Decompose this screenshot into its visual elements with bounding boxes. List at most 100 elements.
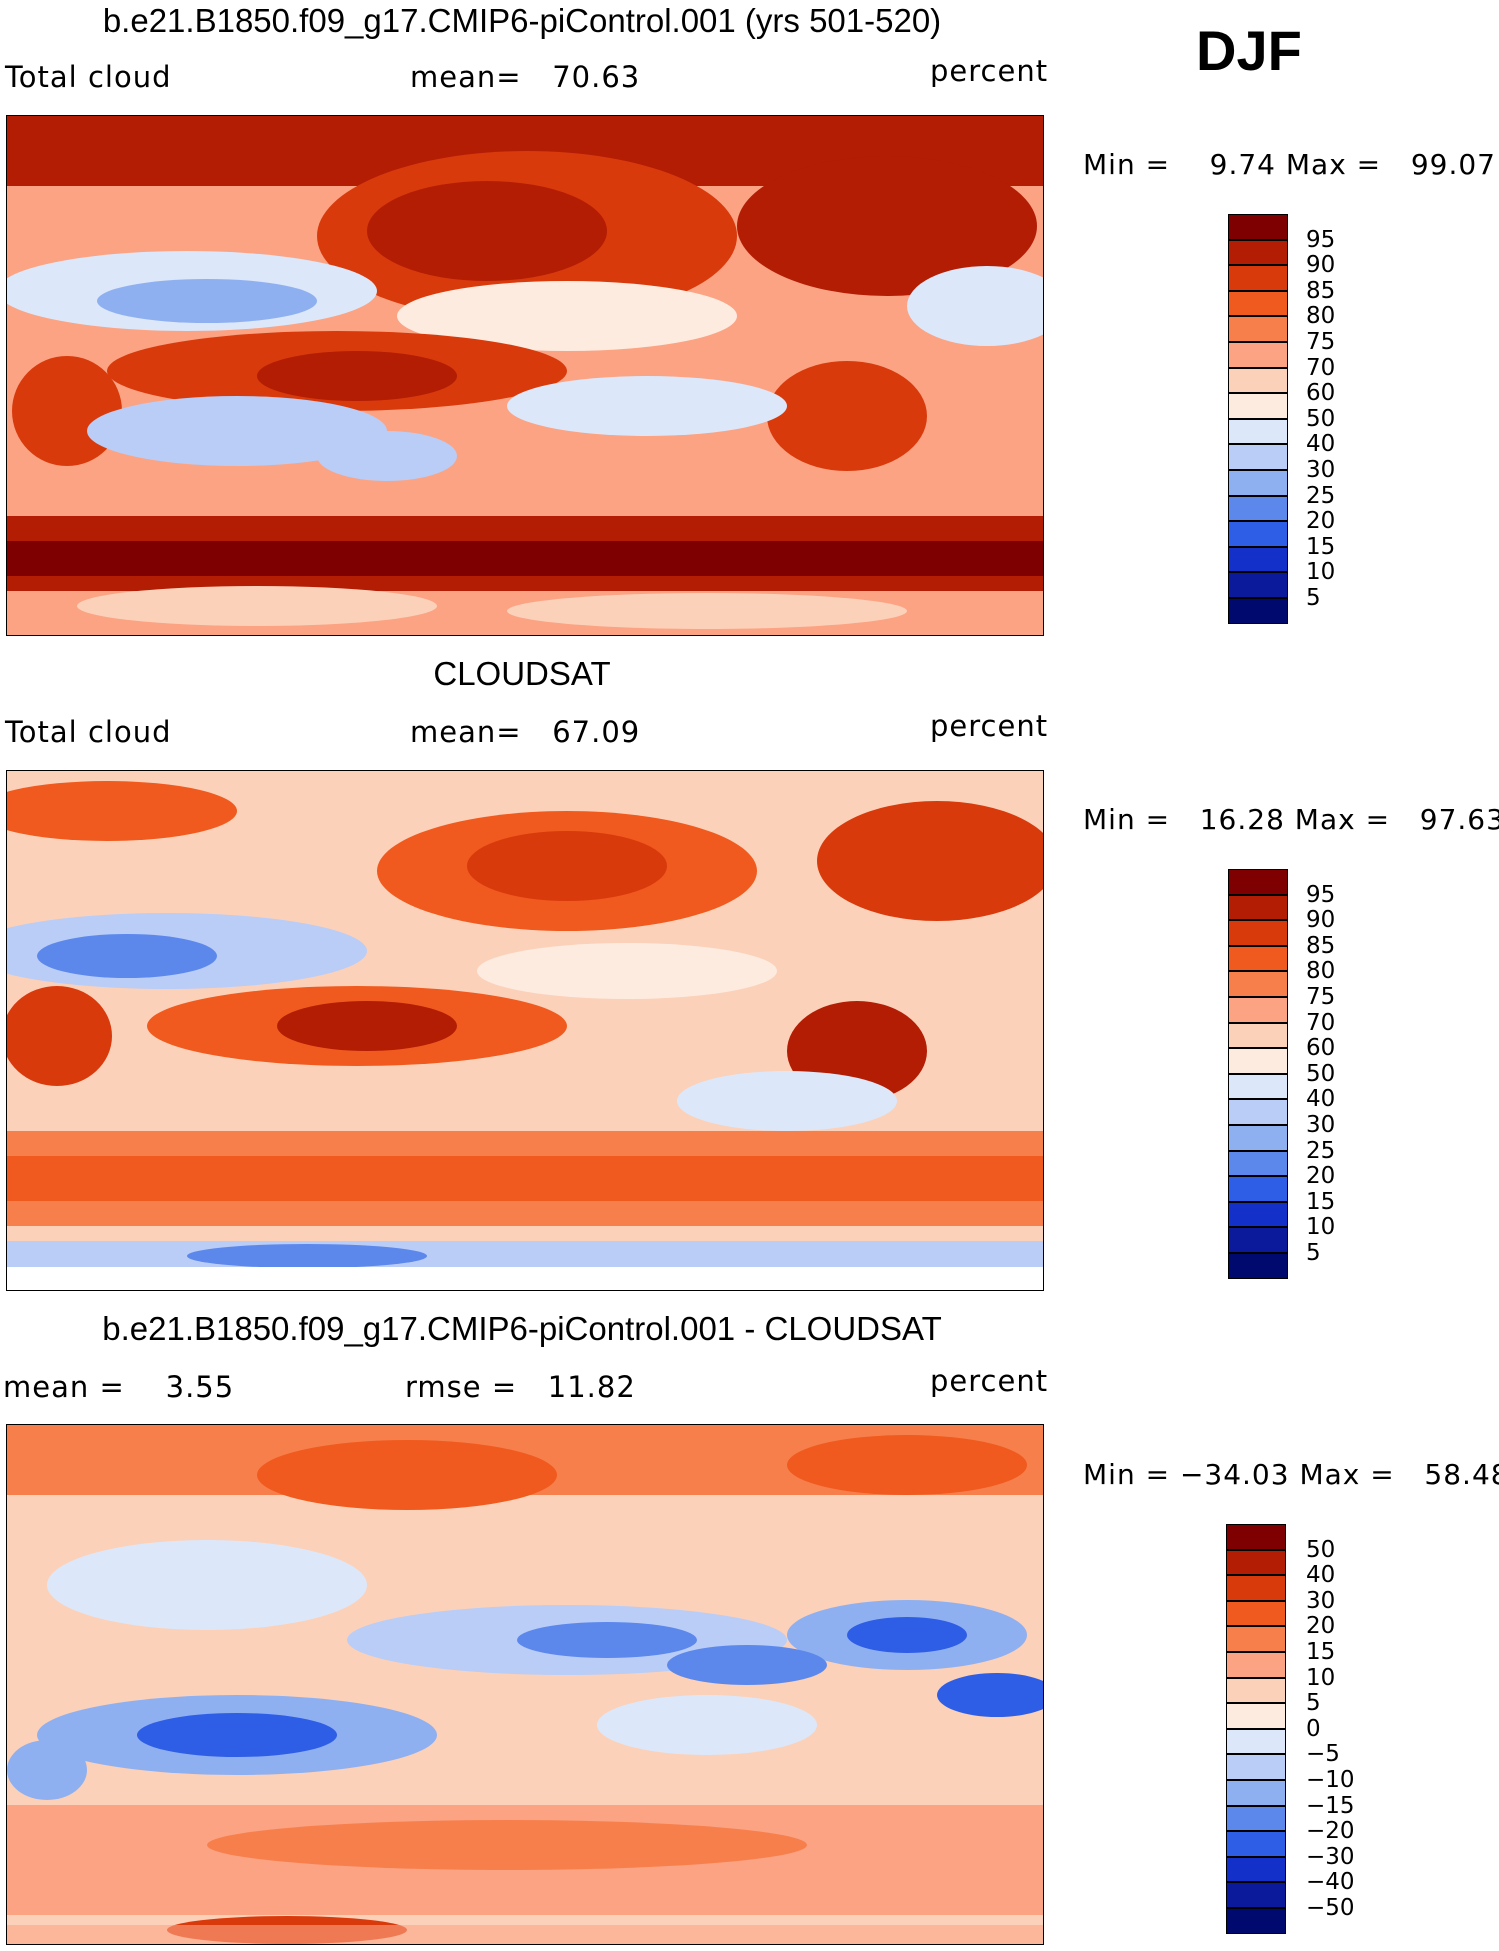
colorbar-swatch [1228, 546, 1288, 573]
colorbar-swatch [1226, 1626, 1286, 1652]
colorbar-tick-label: 85 [1306, 277, 1336, 304]
panel-2-mean-label: mean= 67.09 [410, 715, 641, 749]
colorbar-tick-label: 0 [1306, 1715, 1321, 1742]
colorbar-tick-label: 30 [1306, 457, 1336, 483]
colorbar-swatch [1226, 1780, 1286, 1806]
season-label: DJF [1196, 19, 1302, 82]
colorbar-swatch [1228, 214, 1288, 240]
panel-3-min-max: Min = −34.03 Max = 58.48 [1083, 1458, 1499, 1491]
colorbar-swatch [1228, 1227, 1288, 1253]
colorbar-tick-label: −20 [1306, 1818, 1355, 1845]
colorbar-tick-label: 30 [1306, 1112, 1336, 1138]
colorbar-tick-label: 5 [1306, 1690, 1321, 1717]
colorbar-tick-label: 40 [1306, 431, 1336, 458]
colorbar-tick-label: 80 [1306, 958, 1336, 985]
colorbar-swatch [1228, 470, 1288, 496]
colorbar-tick-label: 85 [1306, 932, 1336, 959]
colorbar-swatch [1228, 894, 1288, 921]
panel-1-map [6, 115, 1044, 636]
colorbar-swatch [1228, 1022, 1288, 1049]
colorbar-tick-label: 70 [1306, 1009, 1336, 1036]
colorbar-tick-label: 95 [1306, 881, 1336, 908]
panel-3-title: b.e21.B1850.f09_g17.CMIP6-piControl.001 … [102, 1310, 942, 1347]
colorbar-swatch [1228, 418, 1288, 445]
colorbar-swatch [1228, 1048, 1288, 1074]
colorbar-tick-label: 80 [1306, 303, 1336, 330]
panel-2-units: percent [930, 709, 1049, 743]
colorbar-swatch [1228, 495, 1288, 522]
colorbar-tick-label: 50 [1306, 405, 1336, 432]
colorbar-swatch [1228, 316, 1288, 342]
colorbar-swatch [1228, 1073, 1288, 1100]
colorbar-swatch [1228, 945, 1288, 972]
colorbar-swatch [1226, 1856, 1286, 1883]
colorbar-tick-label: −50 [1306, 1895, 1355, 1921]
colorbar-tick-label: 60 [1306, 380, 1336, 407]
colorbar-tick-label: 20 [1306, 508, 1336, 535]
panel-1-title: b.e21.B1850.f09_g17.CMIP6-piControl.001 … [102, 2, 942, 39]
colorbar-swatch [1226, 1908, 1286, 1934]
panel-2-map [6, 770, 1044, 1291]
colorbar-tick-label: −15 [1306, 1792, 1355, 1819]
panel-3-mean-label: mean = 3.55 [3, 1370, 235, 1404]
colorbar-swatch [1228, 997, 1288, 1023]
colorbar-tick-label: 50 [1306, 1060, 1336, 1087]
panel-1-map-svg [7, 116, 1043, 635]
panel-3-units: percent [930, 1364, 1049, 1398]
colorbar-tick-label: −5 [1306, 1741, 1340, 1768]
colorbar-swatch [1228, 572, 1288, 598]
colorbar-tick-label: 30 [1306, 1587, 1336, 1614]
colorbar-tick-label: −10 [1306, 1767, 1355, 1793]
colorbar-swatch [1228, 1125, 1288, 1151]
colorbar-tick-label: 75 [1306, 329, 1336, 355]
colorbar-tick-label: 60 [1306, 1035, 1336, 1062]
colorbar-swatch [1228, 239, 1288, 266]
colorbar-swatch [1226, 1728, 1286, 1755]
colorbar-tick-label: 25 [1306, 1137, 1336, 1164]
colorbar-tick-label: 50 [1306, 1536, 1336, 1563]
colorbar-swatch [1226, 1575, 1286, 1601]
colorbar-swatch [1228, 920, 1288, 946]
colorbar-tick-label: 20 [1306, 1163, 1336, 1190]
colorbar-swatch [1226, 1703, 1286, 1729]
panel-2-title: CLOUDSAT [433, 655, 611, 692]
colorbar-swatch [1228, 444, 1288, 470]
colorbar-swatch [1228, 393, 1288, 419]
panel-1-mean-label: mean= 70.63 [410, 60, 641, 94]
colorbar-tick-label: 10 [1306, 1214, 1336, 1241]
colorbar-tick-label: 10 [1306, 1664, 1336, 1691]
colorbar-swatch [1228, 1099, 1288, 1125]
colorbar-swatch [1226, 1600, 1286, 1627]
colorbar-swatch [1228, 290, 1288, 317]
panel-2-left-label: Total cloud [5, 715, 172, 749]
colorbar-swatch [1226, 1805, 1286, 1832]
colorbar-tick-label: 75 [1306, 984, 1336, 1010]
colorbar-tick-label: 15 [1306, 1188, 1336, 1215]
colorbar-swatch [1228, 1201, 1288, 1228]
panel-1-left-label: Total cloud [5, 60, 172, 94]
colorbar-swatch [1226, 1754, 1286, 1780]
colorbar-swatch [1226, 1549, 1286, 1576]
colorbar-tick-label: 5 [1306, 1240, 1321, 1266]
colorbar-tick-label: 20 [1306, 1613, 1336, 1640]
panel-1-units: percent [930, 54, 1049, 88]
colorbar-swatch [1228, 367, 1288, 394]
colorbar-tick-label: 10 [1306, 559, 1336, 586]
colorbar-swatch [1228, 598, 1288, 624]
colorbar-tick-label: 90 [1306, 252, 1336, 279]
colorbar-tick-label: 40 [1306, 1562, 1336, 1589]
colorbar-swatch [1226, 1524, 1286, 1550]
colorbar-swatch [1226, 1677, 1286, 1704]
colorbar-swatch [1228, 971, 1288, 997]
colorbar-swatch [1228, 1176, 1288, 1202]
panel-3-map-svg [7, 1425, 1043, 1944]
colorbar-tick-label: −30 [1306, 1843, 1355, 1870]
colorbar-swatch [1228, 342, 1288, 368]
colorbar-tick-label: 15 [1306, 533, 1336, 560]
colorbar-tick-label: 15 [1306, 1639, 1336, 1665]
colorbar-swatch [1228, 265, 1288, 291]
panel-2-min-max: Min = 16.28 Max = 97.63 [1083, 803, 1499, 836]
colorbar-swatch [1228, 869, 1288, 895]
colorbar-tick-label: 90 [1306, 907, 1336, 934]
panel-3-rmse-label: rmse = 11.82 [405, 1370, 636, 1404]
